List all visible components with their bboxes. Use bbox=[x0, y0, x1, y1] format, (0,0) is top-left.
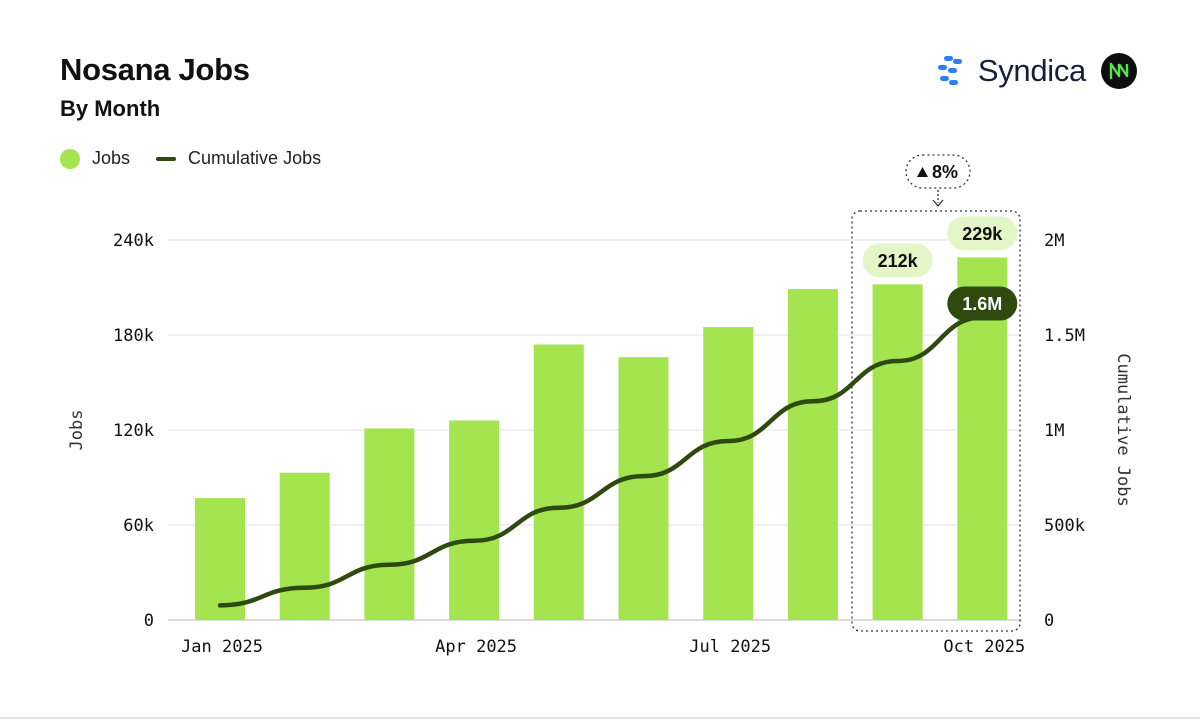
legend-item-cumulative: Cumulative Jobs bbox=[156, 148, 321, 169]
callout-pill bbox=[905, 154, 971, 189]
bar-jobs bbox=[618, 357, 669, 620]
syndica-logo-icon bbox=[937, 56, 962, 85]
y-tick-label-left: 180k bbox=[113, 326, 154, 346]
x-tick-label: Oct 2025 bbox=[943, 637, 1025, 657]
bar-jobs bbox=[703, 327, 754, 620]
data-label-pill bbox=[947, 286, 1018, 321]
syndica-brand-name: Syndica bbox=[977, 53, 1086, 88]
brand-logos: Syndica bbox=[937, 52, 1138, 90]
bar-jobs bbox=[279, 472, 330, 620]
data-label-text: 1.6M bbox=[962, 294, 1002, 314]
data-label-text: 212k bbox=[878, 251, 919, 271]
nosana-logo-icon bbox=[1101, 53, 1137, 89]
cumulative-line-group bbox=[217, 315, 985, 608]
y-axis-title-right: Cumulative Jobs bbox=[1113, 353, 1133, 507]
callout-arrow-icon bbox=[932, 199, 944, 208]
x-tick-label: Jan 2025 bbox=[181, 637, 263, 657]
legend-item-jobs: Jobs bbox=[60, 148, 130, 169]
bars bbox=[195, 257, 1008, 620]
bottom-rule bbox=[0, 717, 1200, 719]
bar-jobs bbox=[364, 428, 415, 620]
y-axis-left: 0 60k 120k 180k 240k bbox=[113, 231, 154, 631]
bar-jobs bbox=[449, 420, 500, 620]
y-tick-label-right: 2M bbox=[1044, 231, 1064, 251]
x-tick-label: Jul 2025 bbox=[689, 637, 771, 657]
legend-swatch-jobs bbox=[60, 148, 80, 169]
increase-triangle-icon bbox=[917, 167, 928, 177]
callout-change-label: 8% bbox=[932, 162, 958, 182]
bar-jobs bbox=[533, 344, 584, 620]
y-tick-label-left: 240k bbox=[113, 231, 154, 251]
y-tick-label-left: 120k bbox=[113, 421, 154, 441]
data-label-pill bbox=[862, 243, 933, 278]
y-tick-label-left: 60k bbox=[123, 516, 154, 536]
y-tick-label-left: 0 bbox=[144, 611, 154, 631]
data-labels: 212k 229k 1.6M bbox=[862, 216, 1018, 321]
y-tick-label-right: 1.5M bbox=[1044, 326, 1085, 346]
y-tick-label-right: 1M bbox=[1044, 421, 1064, 441]
chart-subtitle: By Month bbox=[60, 96, 161, 121]
y-axis-right: 0 500k 1M 1.5M 2M bbox=[1044, 231, 1085, 631]
legend-swatch-cumulative bbox=[156, 156, 177, 161]
x-tick-label: Apr 2025 bbox=[435, 637, 517, 657]
bar-jobs bbox=[787, 289, 838, 620]
chart-title: Nosana Jobs bbox=[60, 52, 250, 87]
legend: Jobs Cumulative Jobs bbox=[60, 148, 321, 169]
y-tick-label-right: 0 bbox=[1044, 611, 1054, 631]
bar-jobs bbox=[195, 498, 245, 620]
x-axis: Jan 2025 Apr 2025 Jul 2025 Oct 2025 bbox=[181, 637, 1025, 657]
legend-label-cumulative: Cumulative Jobs bbox=[188, 148, 322, 168]
bar-jobs bbox=[872, 284, 923, 620]
highlight-group: 8% bbox=[851, 154, 1021, 632]
legend-label-jobs: Jobs bbox=[92, 148, 131, 168]
y-tick-label-right: 500k bbox=[1044, 516, 1085, 536]
highlight-box bbox=[851, 210, 1021, 632]
cumulative-jobs-line bbox=[217, 315, 985, 608]
y-axis-title-left: Jobs bbox=[67, 410, 87, 451]
data-label-text: 229k bbox=[962, 224, 1003, 244]
data-label-pill bbox=[947, 216, 1018, 251]
